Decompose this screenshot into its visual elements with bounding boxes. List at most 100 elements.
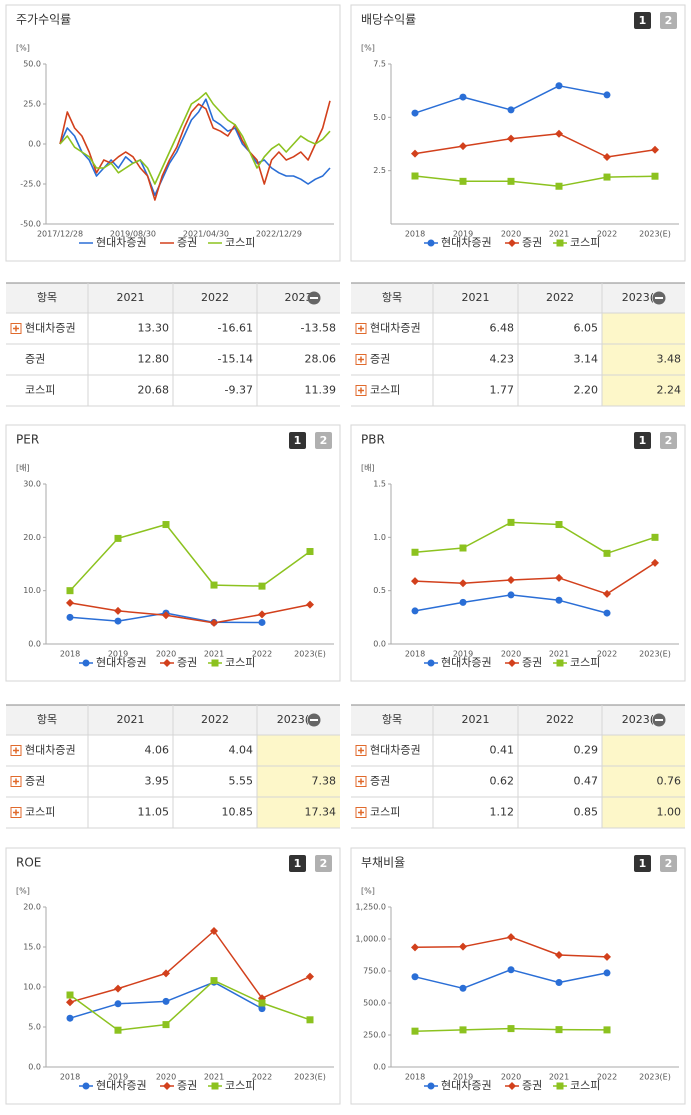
marker [411,172,419,180]
legend-label: 증권 [522,236,542,249]
y-tick-label: 250.0 [363,1031,386,1040]
series-line [414,175,656,187]
marker [507,591,515,599]
page-button[interactable] [289,855,306,872]
series-line [69,930,311,1003]
marker [555,596,563,604]
page-button-label[interactable]: 2 [665,857,673,870]
row-label: 코스피 [25,806,55,819]
expand-icon-plus [358,356,364,363]
expand-icon-plus [13,747,19,754]
page-button-label[interactable]: 1 [294,434,302,447]
marker [555,1026,563,1034]
row-label: 현대차증권 [370,322,421,335]
x-tick-label: 2023(E) [639,1073,671,1082]
page-button[interactable] [660,432,677,449]
x-tick-label: 2023(E) [294,1073,326,1082]
x-tick-label: 2023(E) [639,650,671,659]
marker [556,659,564,667]
marker [163,1082,171,1090]
y-tick-label: 10.0 [23,586,41,595]
marker [651,145,659,154]
page-button-label[interactable]: 2 [320,434,328,447]
highlight-cell [602,313,685,344]
marker [258,618,266,626]
y-tick-label: 1,250.0 [355,903,386,912]
marker [555,82,563,90]
highlight-cell [602,797,685,828]
page-button[interactable] [315,432,332,449]
marker [306,600,314,609]
x-tick-label: 2022 [597,650,617,659]
collapse-icon-bar [655,719,663,721]
page-button-label[interactable]: 2 [665,14,673,27]
y-tick-label: 1,000.0 [355,935,386,944]
page-button[interactable] [315,855,332,872]
cell-value: 0.29 [574,744,599,757]
x-tick-label: 2021 [549,1073,569,1082]
x-tick-label: 2022 [597,230,617,239]
marker [306,548,314,556]
table-header: 항목 [37,713,57,726]
marker [459,984,467,992]
page-button-label[interactable]: 1 [639,14,647,27]
cell-value: -13.58 [301,322,336,335]
marker [66,598,74,607]
table-header: 2022 [201,291,229,304]
legend-label: 증권 [177,236,197,249]
panel [5,4,341,262]
marker [114,1026,122,1034]
collapse-icon-bar [655,297,663,299]
y-tick-label: 30.0 [23,480,41,489]
highlight-cell [602,766,685,797]
marker [210,977,218,985]
row-label: 증권 [370,775,390,788]
marker [114,1000,122,1008]
row-label: 코스피 [25,384,55,397]
page-button[interactable] [660,12,677,29]
marker [427,659,435,667]
marker [211,1082,219,1090]
marker [507,177,515,185]
marker [459,598,467,606]
cell-value: 12.80 [138,353,170,366]
expand-icon-plus [358,778,364,785]
marker [507,106,515,114]
marker [603,549,611,557]
marker [603,952,611,961]
legend-label: 현대차증권 [96,1079,147,1092]
page-button-label[interactable]: 1 [294,857,302,870]
series-line [59,100,331,201]
marker [411,973,419,981]
y-tick-label: 500.0 [363,999,386,1008]
marker [508,659,516,667]
page-button[interactable] [634,432,651,449]
cell-value: 17.34 [305,806,337,819]
highlight-cell [602,375,685,406]
page-button-label[interactable]: 2 [320,857,328,870]
x-tick-label: 2018 [405,1073,425,1082]
marker [211,659,219,667]
page-button[interactable] [660,855,677,872]
marker [411,577,419,586]
page-button-label[interactable]: 2 [665,434,673,447]
cell-value: 28.06 [305,353,337,366]
marker [459,942,467,951]
x-tick-label: 2021 [204,650,224,659]
table-header: 2022 [546,713,574,726]
legend-label: 코스피 [225,236,255,249]
y-tick-label: 50.0 [23,60,41,69]
page-button[interactable] [634,12,651,29]
cell-value: 6.48 [490,322,515,335]
marker [459,544,467,552]
marker [306,972,314,981]
page-button[interactable] [289,432,306,449]
marker [258,1005,266,1013]
x-tick-label: 2019 [108,1073,128,1082]
page-button[interactable] [634,855,651,872]
marker [507,933,515,942]
x-tick-label: 2018 [60,1073,80,1082]
cell-value: 4.06 [145,744,170,757]
page-button-label[interactable]: 1 [639,857,647,870]
page-button-label[interactable]: 1 [639,434,647,447]
